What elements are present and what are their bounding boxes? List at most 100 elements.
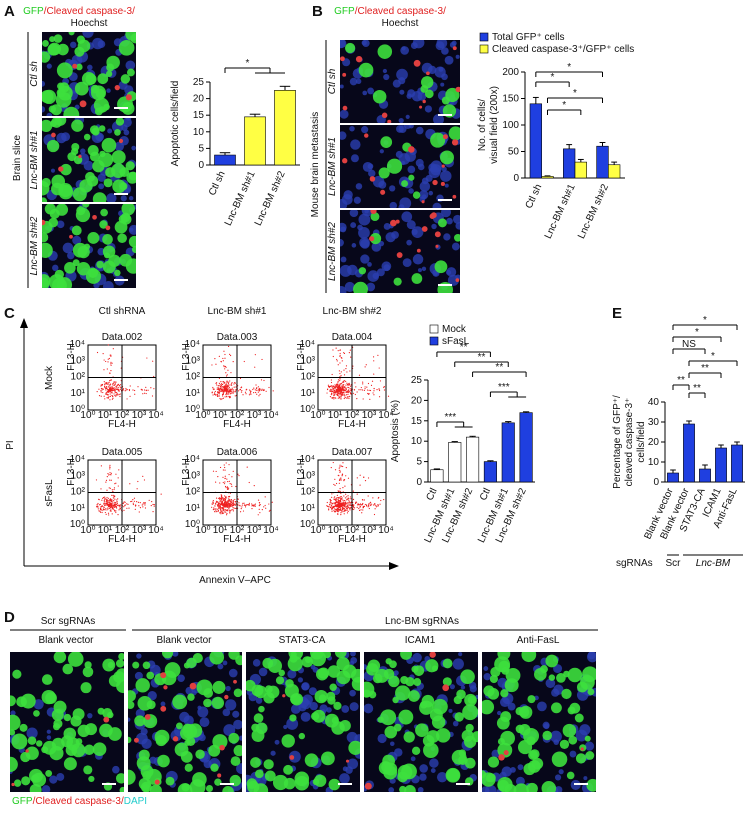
flow-event (143, 503, 144, 504)
flow-event (146, 390, 147, 391)
flow-event (225, 394, 226, 395)
gfp-cell (392, 697, 398, 703)
gfp-cell (545, 655, 558, 668)
gfp-cell (549, 674, 555, 680)
flow-tick: 10¹ (186, 388, 201, 399)
flow-event (354, 507, 355, 508)
flow-event (346, 394, 347, 395)
flow-event (130, 501, 131, 502)
flow-event (126, 389, 127, 390)
gfp-cell (203, 699, 212, 708)
flow-event (265, 496, 266, 497)
flow-event (335, 511, 336, 512)
nucleus (431, 768, 436, 773)
flow-event (110, 500, 111, 501)
flow-event (238, 475, 239, 476)
gfp-cell (585, 751, 594, 760)
gfp-cell (121, 214, 132, 225)
group-label: Lnc-BM sgRNAs (385, 616, 459, 627)
flow-event (105, 512, 106, 513)
flow-event (226, 383, 227, 384)
flow-event (242, 394, 243, 395)
nucleus (367, 270, 379, 282)
gfp-cell (442, 96, 450, 104)
gfp-cell (234, 689, 243, 698)
flow-event (348, 478, 349, 479)
gfp-cell (84, 134, 91, 141)
flow-event (109, 382, 110, 383)
flow-event (111, 473, 112, 474)
flow-event (326, 505, 327, 506)
flow-event (384, 389, 385, 390)
gfp-cell (478, 770, 486, 778)
y-axis-label: Apoptotic cells/field (170, 81, 181, 167)
flow-event (334, 496, 335, 497)
flow-axis-label: FL4-H (338, 534, 366, 545)
flow-event (379, 504, 380, 505)
flow-event (116, 389, 117, 390)
flow-event (334, 485, 335, 486)
gfp-cell (118, 653, 125, 660)
nucleus (354, 197, 361, 204)
flow-event (336, 501, 337, 502)
flow-event (109, 387, 110, 388)
flow-axis-label: FL4-H (108, 534, 136, 545)
nucleus (419, 190, 428, 199)
flow-event (116, 385, 117, 386)
flow-event (228, 503, 229, 504)
flow-event (152, 395, 153, 396)
flow-event (227, 374, 228, 375)
y-tick-label: 15 (193, 110, 205, 121)
nucleus (367, 88, 374, 95)
flow-event (142, 504, 143, 505)
bar (431, 470, 443, 482)
caspase-spot (155, 779, 160, 784)
flow-event (261, 359, 262, 360)
flow-event (361, 512, 362, 513)
flow-event (340, 353, 341, 354)
gfp-cell (54, 701, 67, 714)
nucleus (406, 240, 412, 246)
nucleus (47, 735, 51, 739)
y-tick-label: 0 (653, 477, 659, 488)
flow-event (120, 387, 121, 388)
flow-event (142, 476, 143, 477)
y-tick-label: 25 (411, 375, 423, 386)
column-title: Blank vector (156, 635, 212, 646)
flow-event (224, 387, 225, 388)
flow-event (344, 386, 345, 387)
flow-event (111, 379, 112, 380)
stain-part: DAPI (124, 796, 147, 807)
flow-event (109, 508, 110, 509)
bar (731, 445, 742, 482)
flow-event (97, 503, 98, 504)
flow-event (140, 507, 141, 508)
nucleus (229, 669, 238, 678)
caspase-spot (370, 208, 376, 214)
flow-event (217, 389, 218, 390)
flow-event (225, 367, 226, 368)
flow-event (373, 356, 374, 357)
y-tick-label: 15 (411, 416, 423, 427)
caspase-spot (453, 46, 457, 50)
gfp-cell (373, 90, 387, 104)
gfp-cell (408, 175, 414, 181)
flow-event (142, 393, 143, 394)
flow-event (229, 397, 230, 398)
gfp-cell (42, 40, 49, 47)
flow-event (343, 392, 344, 393)
flow-event (233, 361, 234, 362)
gfp-cell (206, 785, 213, 792)
flow-event (349, 352, 350, 353)
flow-event (338, 475, 339, 476)
flow-event (377, 505, 378, 506)
caspase-spot (106, 225, 111, 230)
nucleus (129, 196, 133, 200)
flow-event (249, 503, 250, 504)
flow-event (217, 391, 218, 392)
nucleus (107, 128, 112, 133)
flow-event (345, 381, 346, 382)
nucleus (340, 226, 346, 232)
flow-event (231, 484, 232, 485)
nucleus (39, 81, 45, 87)
